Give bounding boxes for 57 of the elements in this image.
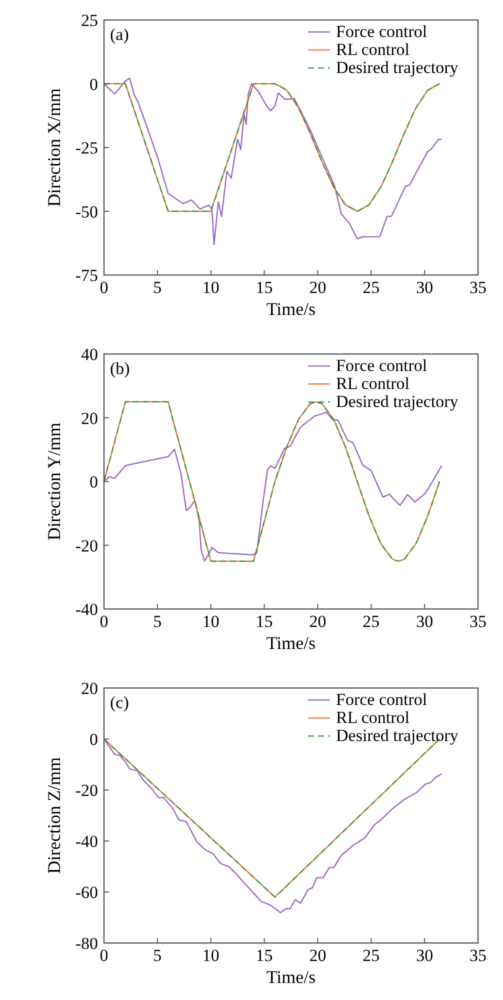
x-tick-label: 25 <box>362 946 380 965</box>
y-tick-label: -80 <box>75 934 98 953</box>
x-tick-label: 30 <box>416 612 434 631</box>
y-tick-label: -75 <box>75 266 98 285</box>
x-tick-label: 35 <box>470 946 486 965</box>
x-tick-label: 20 <box>309 612 326 631</box>
x-tick-label: 15 <box>256 612 273 631</box>
y-tick-label: 0 <box>90 730 98 749</box>
legend-label: Force control <box>336 690 428 709</box>
x-tick-label: 15 <box>256 278 273 297</box>
annotation: (b) <box>110 359 130 378</box>
x-axis-title: Time/s <box>266 633 316 653</box>
y-tick-label: -40 <box>75 600 98 619</box>
x-tick-label: 35 <box>470 612 486 631</box>
legend-label: Desired trajectory <box>336 392 459 411</box>
annotation: (c) <box>110 693 129 712</box>
x-axis-title: Time/s <box>266 967 316 987</box>
y-tick-label: -20 <box>75 781 98 800</box>
y-tick-label: 40 <box>81 345 98 364</box>
legend-label: RL control <box>336 374 410 393</box>
legend-label: Force control <box>336 356 428 375</box>
x-tick-label: 10 <box>202 612 220 631</box>
x-tick-label: 10 <box>202 278 220 297</box>
x-tick-label: 5 <box>153 278 162 297</box>
y-tick-label: 20 <box>81 408 98 428</box>
x-tick-label: 35 <box>470 278 486 297</box>
y-tick-label: -60 <box>75 883 98 902</box>
line-series <box>103 77 442 246</box>
x-tick-label: 30 <box>416 946 434 965</box>
x-tick-label: 10 <box>202 946 220 965</box>
x-tick-label: 5 <box>153 612 162 631</box>
line-series <box>103 83 440 212</box>
y-tick-label: -25 <box>75 138 98 158</box>
legend-label: Force control <box>336 22 428 41</box>
x-tick-label: 30 <box>416 278 434 297</box>
legend-label: Desired trajectory <box>336 58 459 77</box>
y-tick-label: -40 <box>75 832 98 851</box>
y-axis-title: Direction Z/mm <box>44 757 64 874</box>
y-tick-label: -20 <box>75 536 98 556</box>
legend-label: Desired trajectory <box>336 726 459 745</box>
x-tick-label: 5 <box>153 946 162 965</box>
legend-label: RL control <box>336 40 410 59</box>
annotation: (a) <box>110 25 129 44</box>
y-tick-label: 20 <box>81 679 98 698</box>
y-tick-label: 0 <box>90 472 98 492</box>
x-tick-label: 15 <box>256 946 273 965</box>
x-axis-title: Time/s <box>266 299 316 319</box>
legend-label: RL control <box>336 708 410 727</box>
x-tick-label: 25 <box>362 278 380 297</box>
x-tick-label: 25 <box>362 612 380 631</box>
y-tick-label: 0 <box>90 74 98 94</box>
x-tick-label: 20 <box>309 946 326 965</box>
y-tick-label: -50 <box>75 202 98 222</box>
y-axis-title: Direction Y/mm <box>44 422 64 540</box>
x-tick-label: 20 <box>309 278 326 297</box>
y-axis-title: Direction X/mm <box>44 88 64 207</box>
y-tick-label: 25 <box>81 11 98 30</box>
